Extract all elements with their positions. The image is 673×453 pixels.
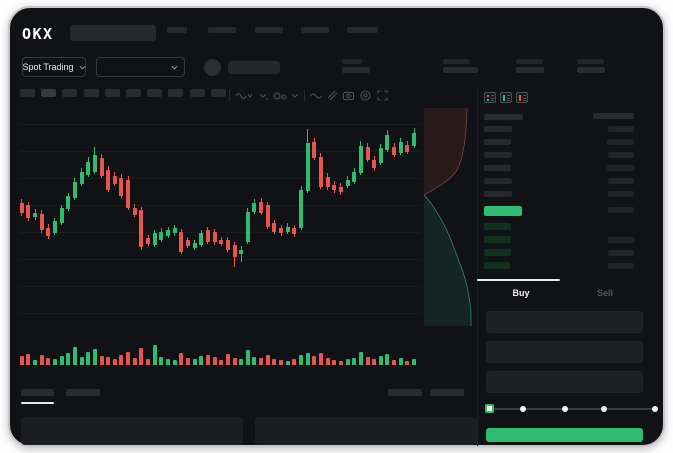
timeframe-button[interactable] — [62, 89, 78, 97]
bottom-tab[interactable] — [66, 389, 100, 396]
okx-logo[interactable]: OKX — [22, 25, 54, 43]
orderbook-ask-amount — [608, 177, 634, 184]
timeframe-button[interactable] — [20, 89, 35, 97]
pair-name-placeholder — [228, 61, 280, 74]
total-input[interactable] — [486, 371, 643, 393]
candlestick-chart[interactable] — [20, 108, 420, 332]
history-panel — [255, 417, 477, 445]
orderbook-ask-row[interactable] — [484, 151, 512, 158]
bottom-active-tab-underline — [21, 402, 54, 404]
book-combined-icon[interactable] — [484, 92, 496, 103]
orderbook-ask-row[interactable] — [484, 177, 512, 184]
slider-step-dot[interactable] — [652, 406, 658, 412]
price-input[interactable] — [486, 311, 643, 333]
orderbook-bid-amount — [608, 250, 634, 256]
draw-tools-icon[interactable] — [327, 90, 338, 101]
orderbook-header-amount — [593, 113, 634, 119]
nav-item-placeholder[interactable] — [167, 27, 187, 33]
orderbook-ask-row[interactable] — [484, 190, 512, 197]
orderbook-bid-row[interactable] — [484, 223, 511, 230]
book-asks-only-icon[interactable] — [516, 92, 528, 103]
slider-step-dot[interactable] — [520, 406, 526, 412]
orderbook-bid-row[interactable] — [484, 249, 511, 256]
chevron-down-icon — [79, 65, 86, 70]
nav-item-placeholder[interactable] — [347, 27, 378, 33]
coin-avatar[interactable] — [204, 59, 221, 76]
orderbook-ask-amount — [608, 151, 634, 158]
candle-type-icon[interactable] — [236, 91, 252, 101]
timeframe-button[interactable] — [168, 89, 184, 97]
orderbook-bid-row[interactable] — [484, 236, 511, 243]
search-input[interactable] — [70, 25, 156, 41]
nav-item-placeholder[interactable] — [255, 27, 283, 33]
orderbook-bid-amount — [608, 237, 634, 243]
timeframe-button[interactable] — [41, 89, 57, 97]
camera-icon[interactable] — [343, 90, 354, 101]
timeframe-button[interactable] — [104, 89, 120, 97]
bottom-tab[interactable] — [21, 389, 54, 396]
timeframe-button[interactable] — [147, 89, 163, 97]
ticker-stat-value — [443, 67, 478, 73]
tab-buy[interactable]: Buy — [512, 288, 530, 298]
indicators-icon[interactable] — [272, 91, 298, 101]
slider-step-dot[interactable] — [601, 406, 607, 412]
orderbook-last-price[interactable] — [484, 206, 522, 216]
market-type-label: Spot Trading — [22, 62, 74, 72]
divider — [477, 86, 478, 446]
divider — [304, 90, 305, 101]
ticker-stat-value — [342, 67, 370, 73]
fullscreen-icon[interactable] — [377, 90, 388, 101]
orderbook-last-amount — [608, 207, 634, 213]
amount-slider[interactable] — [489, 408, 655, 410]
orderbook-ask-row[interactable] — [484, 126, 512, 132]
ticker-stat-label — [443, 59, 470, 64]
timeframe-button[interactable] — [189, 89, 205, 97]
ticker-stat-value — [577, 67, 605, 73]
book-bids-only-icon[interactable] — [500, 92, 512, 103]
nav-item-placeholder[interactable] — [301, 27, 329, 33]
slider-step-dot[interactable] — [562, 406, 568, 412]
orderbook-bid-amount — [608, 263, 634, 269]
bottom-action[interactable] — [388, 389, 422, 396]
timeframe-button[interactable] — [210, 89, 226, 97]
buy-submit-button[interactable] — [486, 428, 643, 442]
orderbook-ask-row[interactable] — [484, 138, 511, 145]
settings-icon[interactable] — [360, 90, 371, 101]
orderbook-ask-amount — [607, 138, 634, 145]
amount-input[interactable] — [486, 341, 643, 363]
orderbook-ask-amount — [608, 190, 634, 197]
ticker-stat-label — [577, 59, 604, 64]
active-tab-indicator — [477, 279, 560, 281]
ticker-stat-value — [516, 67, 544, 73]
orders-panel — [21, 417, 243, 445]
orderbook-ask-amount — [607, 164, 634, 171]
timeframe-button[interactable] — [83, 89, 99, 97]
orderbook-bid-row[interactable] — [484, 262, 510, 269]
slider-handle[interactable] — [485, 404, 494, 413]
orderbook-header-price — [484, 114, 523, 120]
ticker-stat-label — [342, 59, 362, 64]
ticker-stat-label — [516, 59, 543, 64]
timeframe-button[interactable] — [126, 89, 141, 97]
market-type-selector[interactable]: Spot Trading — [22, 57, 86, 77]
pair-selector[interactable] — [96, 57, 185, 77]
trend-line-icon[interactable] — [310, 92, 322, 100]
chevron-down-icon — [171, 65, 178, 70]
nav-item-placeholder[interactable] — [208, 27, 236, 33]
orderbook-ask-row[interactable] — [484, 164, 511, 171]
divider — [229, 90, 230, 101]
bottom-action[interactable] — [430, 389, 464, 396]
orderbook-ask-amount — [608, 126, 634, 132]
chevron-down-icon[interactable] — [258, 92, 268, 100]
tab-sell[interactable]: Sell — [596, 288, 613, 298]
depth-chart[interactable] — [424, 108, 477, 326]
